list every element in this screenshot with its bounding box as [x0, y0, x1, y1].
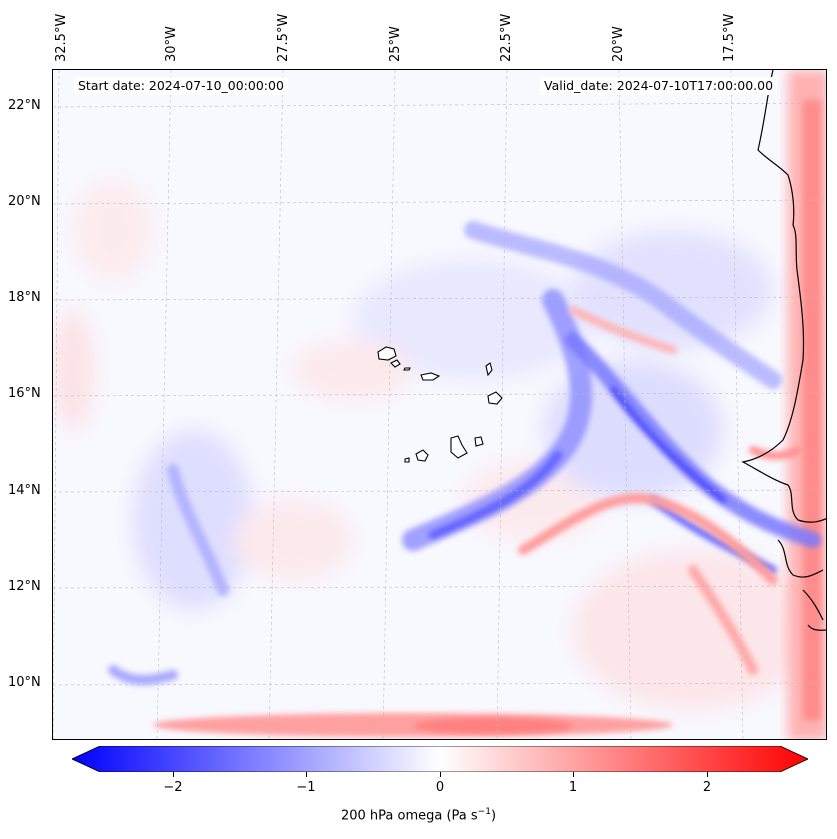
valid-date-label: Valid_date: 2024-07-10T17:00:00.00: [540, 77, 778, 95]
colorbar-label: 200 hPa omega (Pa s−1): [0, 807, 837, 823]
cb-tick-mark-neg2: [173, 772, 174, 777]
cb-tick-mark-2: [707, 772, 708, 777]
colorbar: [72, 746, 808, 772]
omega-map: [52, 69, 827, 740]
lon-label-20w: 20°W: [611, 26, 626, 62]
lon-label-25w: 25°W: [388, 26, 403, 62]
south-edge-red-band: [153, 713, 673, 737]
lat-label-12n: 12°N: [8, 579, 41, 594]
lat-label-16n: 16°N: [8, 386, 41, 401]
lat-label-22n: 22°N: [8, 98, 41, 113]
lat-label-14n: 14°N: [8, 483, 41, 498]
cb-tick-label-0: 0: [435, 780, 445, 795]
lon-label-22-5w: 22.5°W: [499, 13, 514, 62]
cb-tick-label-1: 1: [568, 780, 578, 795]
broad-omega-patches: [53, 180, 813, 710]
lat-label-18n: 18°N: [8, 290, 41, 305]
lon-label-30w: 30°W: [164, 26, 179, 62]
blue-ascent-streak: [108, 221, 821, 685]
lon-label-17-5w: 17.5°W: [722, 13, 737, 62]
colorbar-label-end: ): [490, 808, 497, 824]
cb-tick-label-2: 2: [702, 780, 712, 795]
lon-label-32-5w: 32.5°W: [54, 13, 69, 62]
cb-tick-label-neg2: −2: [163, 780, 183, 795]
cb-tick-mark-0: [440, 772, 441, 777]
red-descent-streaks: [518, 306, 802, 675]
cb-tick-label-neg1: −1: [296, 780, 316, 795]
cb-tick-mark-1: [573, 772, 574, 777]
cb-tick-mark-neg1: [306, 772, 307, 777]
colorbar-gradient: [72, 746, 808, 772]
cape-verde-islands: [377, 346, 503, 463]
omega-field-svg: [53, 70, 826, 739]
west-africa-coastline: [741, 70, 826, 631]
start-date-label: Start date: 2024-07-10_00:00:00: [74, 77, 288, 95]
lat-label-10n: 10°N: [8, 675, 41, 690]
lat-label-20n: 20°N: [8, 194, 41, 209]
lon-label-27-5w: 27.5°W: [276, 13, 291, 62]
colorbar-label-exponent: −1: [477, 807, 491, 817]
colorbar-label-main: 200 hPa omega (Pa s: [340, 808, 478, 824]
graticule: [53, 70, 826, 739]
